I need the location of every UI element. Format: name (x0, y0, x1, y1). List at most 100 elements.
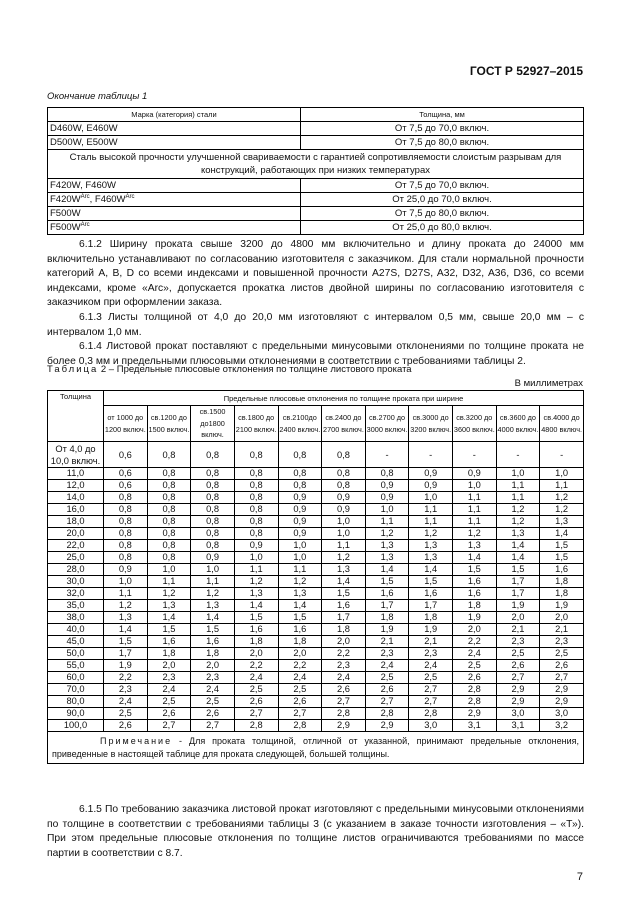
thickness-cell: 60,0 (47, 671, 104, 684)
deviation-cell: 0,6 (103, 441, 148, 468)
deviation-cell: 1,5 (539, 551, 584, 564)
thickness-cell: 12,0 (47, 479, 104, 492)
deviation-cell: 3,1 (452, 719, 497, 732)
deviation-cell: 1,3 (408, 539, 453, 552)
table-row: F420W, F460W От 7,5 до 70,0 включ. (47, 178, 584, 193)
deviation-cell: 0,9 (364, 479, 410, 492)
table-row: 18,0 0,8 0,8 0,8 0,8 0,9 1,0 1,1 1,1 1,1 1,2 1,3 (47, 515, 584, 528)
deviation-cell: 0,8 (103, 503, 148, 516)
deviation-cell: 1,1 (146, 575, 192, 588)
deviation-cell: 2,6 (233, 695, 279, 708)
deviation-cell: 1,8 (452, 599, 497, 612)
deviation-cell: 1,5 (539, 539, 584, 552)
deviation-cell: 1,6 (321, 599, 366, 612)
deviation-cell: 1,5 (408, 575, 453, 588)
deviation-cell: - (364, 441, 410, 468)
deviation-cell: 1,1 (452, 515, 497, 528)
thickness-cell: От 25,0 до 70,0 включ. (300, 192, 584, 207)
deviation-cell: 0,9 (277, 527, 323, 540)
table-row: F500W От 7,5 до 80,0 включ. (47, 206, 584, 221)
deviation-cell: 1,0 (364, 503, 410, 516)
thickness-cell: 100,0 (47, 719, 104, 732)
deviation-cell: 0,8 (277, 441, 323, 468)
deviation-cell: 0,8 (146, 539, 192, 552)
deviation-cell: 2,5 (539, 647, 584, 660)
deviation-cell: 2,6 (452, 671, 497, 684)
deviation-cell: - (495, 441, 541, 468)
thickness-cell: 22,0 (47, 539, 104, 552)
deviation-cell: 2,7 (408, 695, 453, 708)
deviation-cell: 1,2 (146, 587, 192, 600)
deviation-cell: 2,8 (233, 719, 279, 732)
deviation-cell: 2,6 (277, 695, 323, 708)
deviation-cell: 2,9 (452, 707, 497, 720)
table-note-row: Примечание - Для проката толщиной, отлич… (47, 731, 584, 764)
deviation-cell: 2,7 (321, 695, 366, 708)
deviation-cell: 1,4 (364, 563, 410, 576)
thickness-cell: От 4,0 до 10,0 включ. (47, 441, 104, 468)
deviation-cell: 2,7 (408, 683, 453, 696)
width-header: св.3600 до 4000 включ. (495, 405, 541, 442)
deviation-cell: 1,5 (364, 575, 410, 588)
deviation-cell: 2,4 (103, 695, 148, 708)
thickness-cell: 70,0 (47, 683, 104, 696)
deviation-cell: 1,1 (103, 587, 148, 600)
deviation-cell: 0,9 (277, 491, 323, 504)
deviation-cell: 1,2 (452, 527, 497, 540)
thickness-cell: 80,0 (47, 695, 104, 708)
deviation-cell: 0,9 (233, 539, 279, 552)
deviation-cell: 1,6 (539, 563, 584, 576)
deviation-cell: 0,8 (190, 441, 235, 468)
deviation-cell: 1,0 (277, 551, 323, 564)
deviation-cell: 1,6 (452, 575, 497, 588)
deviation-cell: 2,9 (364, 719, 410, 732)
thickness-cell: 16,0 (47, 503, 104, 516)
deviation-cell: 2,4 (408, 659, 453, 672)
deviation-cell: 0,9 (277, 503, 323, 516)
deviation-cell: 0,9 (408, 479, 453, 492)
deviation-cell: 0,8 (146, 467, 192, 480)
deviation-cell: 0,9 (321, 503, 366, 516)
grade-text: F420W (50, 194, 81, 205)
deviation-cell: 1,2 (539, 503, 584, 516)
table-row: 22,0 0,8 0,8 0,8 0,9 1,0 1,1 1,3 1,3 1,3 1,4 1,5 (47, 539, 584, 552)
deviation-cell: 2,7 (539, 671, 584, 684)
deviation-cell: 1,0 (146, 563, 192, 576)
table2-caption: Таблица 2 – Предельные плюсовые отклонен… (47, 364, 412, 375)
deviation-cell: 1,7 (103, 647, 148, 660)
table-row: 11,0 0,6 0,8 0,8 0,8 0,8 0,8 0,8 0,9 0,9 1,0 1,0 (47, 467, 584, 480)
table-row: 32,0 1,1 1,2 1,2 1,3 1,3 1,5 1,6 1,6 1,6 1,7 1,8 (47, 587, 584, 600)
deviation-cell: 2,8 (364, 707, 410, 720)
deviation-cell: 1,4 (452, 551, 497, 564)
deviation-cell: 2,0 (277, 647, 323, 660)
thickness-cell: 40,0 (47, 623, 104, 636)
deviation-cell: 1,2 (277, 575, 323, 588)
deviation-cell: 2,8 (452, 683, 497, 696)
grade-text: F500W (50, 222, 81, 233)
deviation-cell: 2,6 (146, 707, 192, 720)
table1-header: Марка (категория) стали (47, 107, 301, 122)
deviation-cell: 1,8 (408, 611, 453, 624)
grade-superscript: Arc (80, 193, 90, 200)
deviation-cell: 1,4 (103, 623, 148, 636)
table-row: 30,0 1,0 1,1 1,1 1,2 1,2 1,4 1,5 1,5 1,6 1,7 1,8 (47, 575, 584, 588)
deviation-cell: 1,0 (408, 491, 453, 504)
deviation-cell: 2,3 (321, 659, 366, 672)
deviation-cell: 0,9 (452, 467, 497, 480)
deviation-cell: 2,9 (539, 695, 584, 708)
deviation-cell: 1,6 (190, 635, 235, 648)
deviation-cell: 0,8 (233, 527, 279, 540)
deviation-cell: 2,2 (277, 659, 323, 672)
deviation-cell: 1,1 (364, 515, 410, 528)
section-cell: Сталь высокой прочности улучшенной свари… (47, 149, 584, 179)
deviation-cell: 0,9 (321, 491, 366, 504)
deviation-cell: 0,8 (233, 515, 279, 528)
thickness-cell: От 25,0 до 80,0 включ. (300, 220, 584, 235)
deviation-cell: 0,8 (321, 467, 366, 480)
deviation-cell: 1,8 (277, 635, 323, 648)
deviation-cell: 2,3 (539, 635, 584, 648)
table-row: 25,0 0,8 0,8 0,9 1,0 1,0 1,2 1,3 1,3 1,4 1,4 1,5 (47, 551, 584, 564)
table-row: 40,0 1,4 1,5 1,5 1,6 1,6 1,8 1,9 1,9 2,0 2,1 2,1 (47, 623, 584, 636)
table-note: Примечание - Для проката толщиной, отлич… (47, 731, 584, 764)
deviation-cell: 1,1 (190, 575, 235, 588)
